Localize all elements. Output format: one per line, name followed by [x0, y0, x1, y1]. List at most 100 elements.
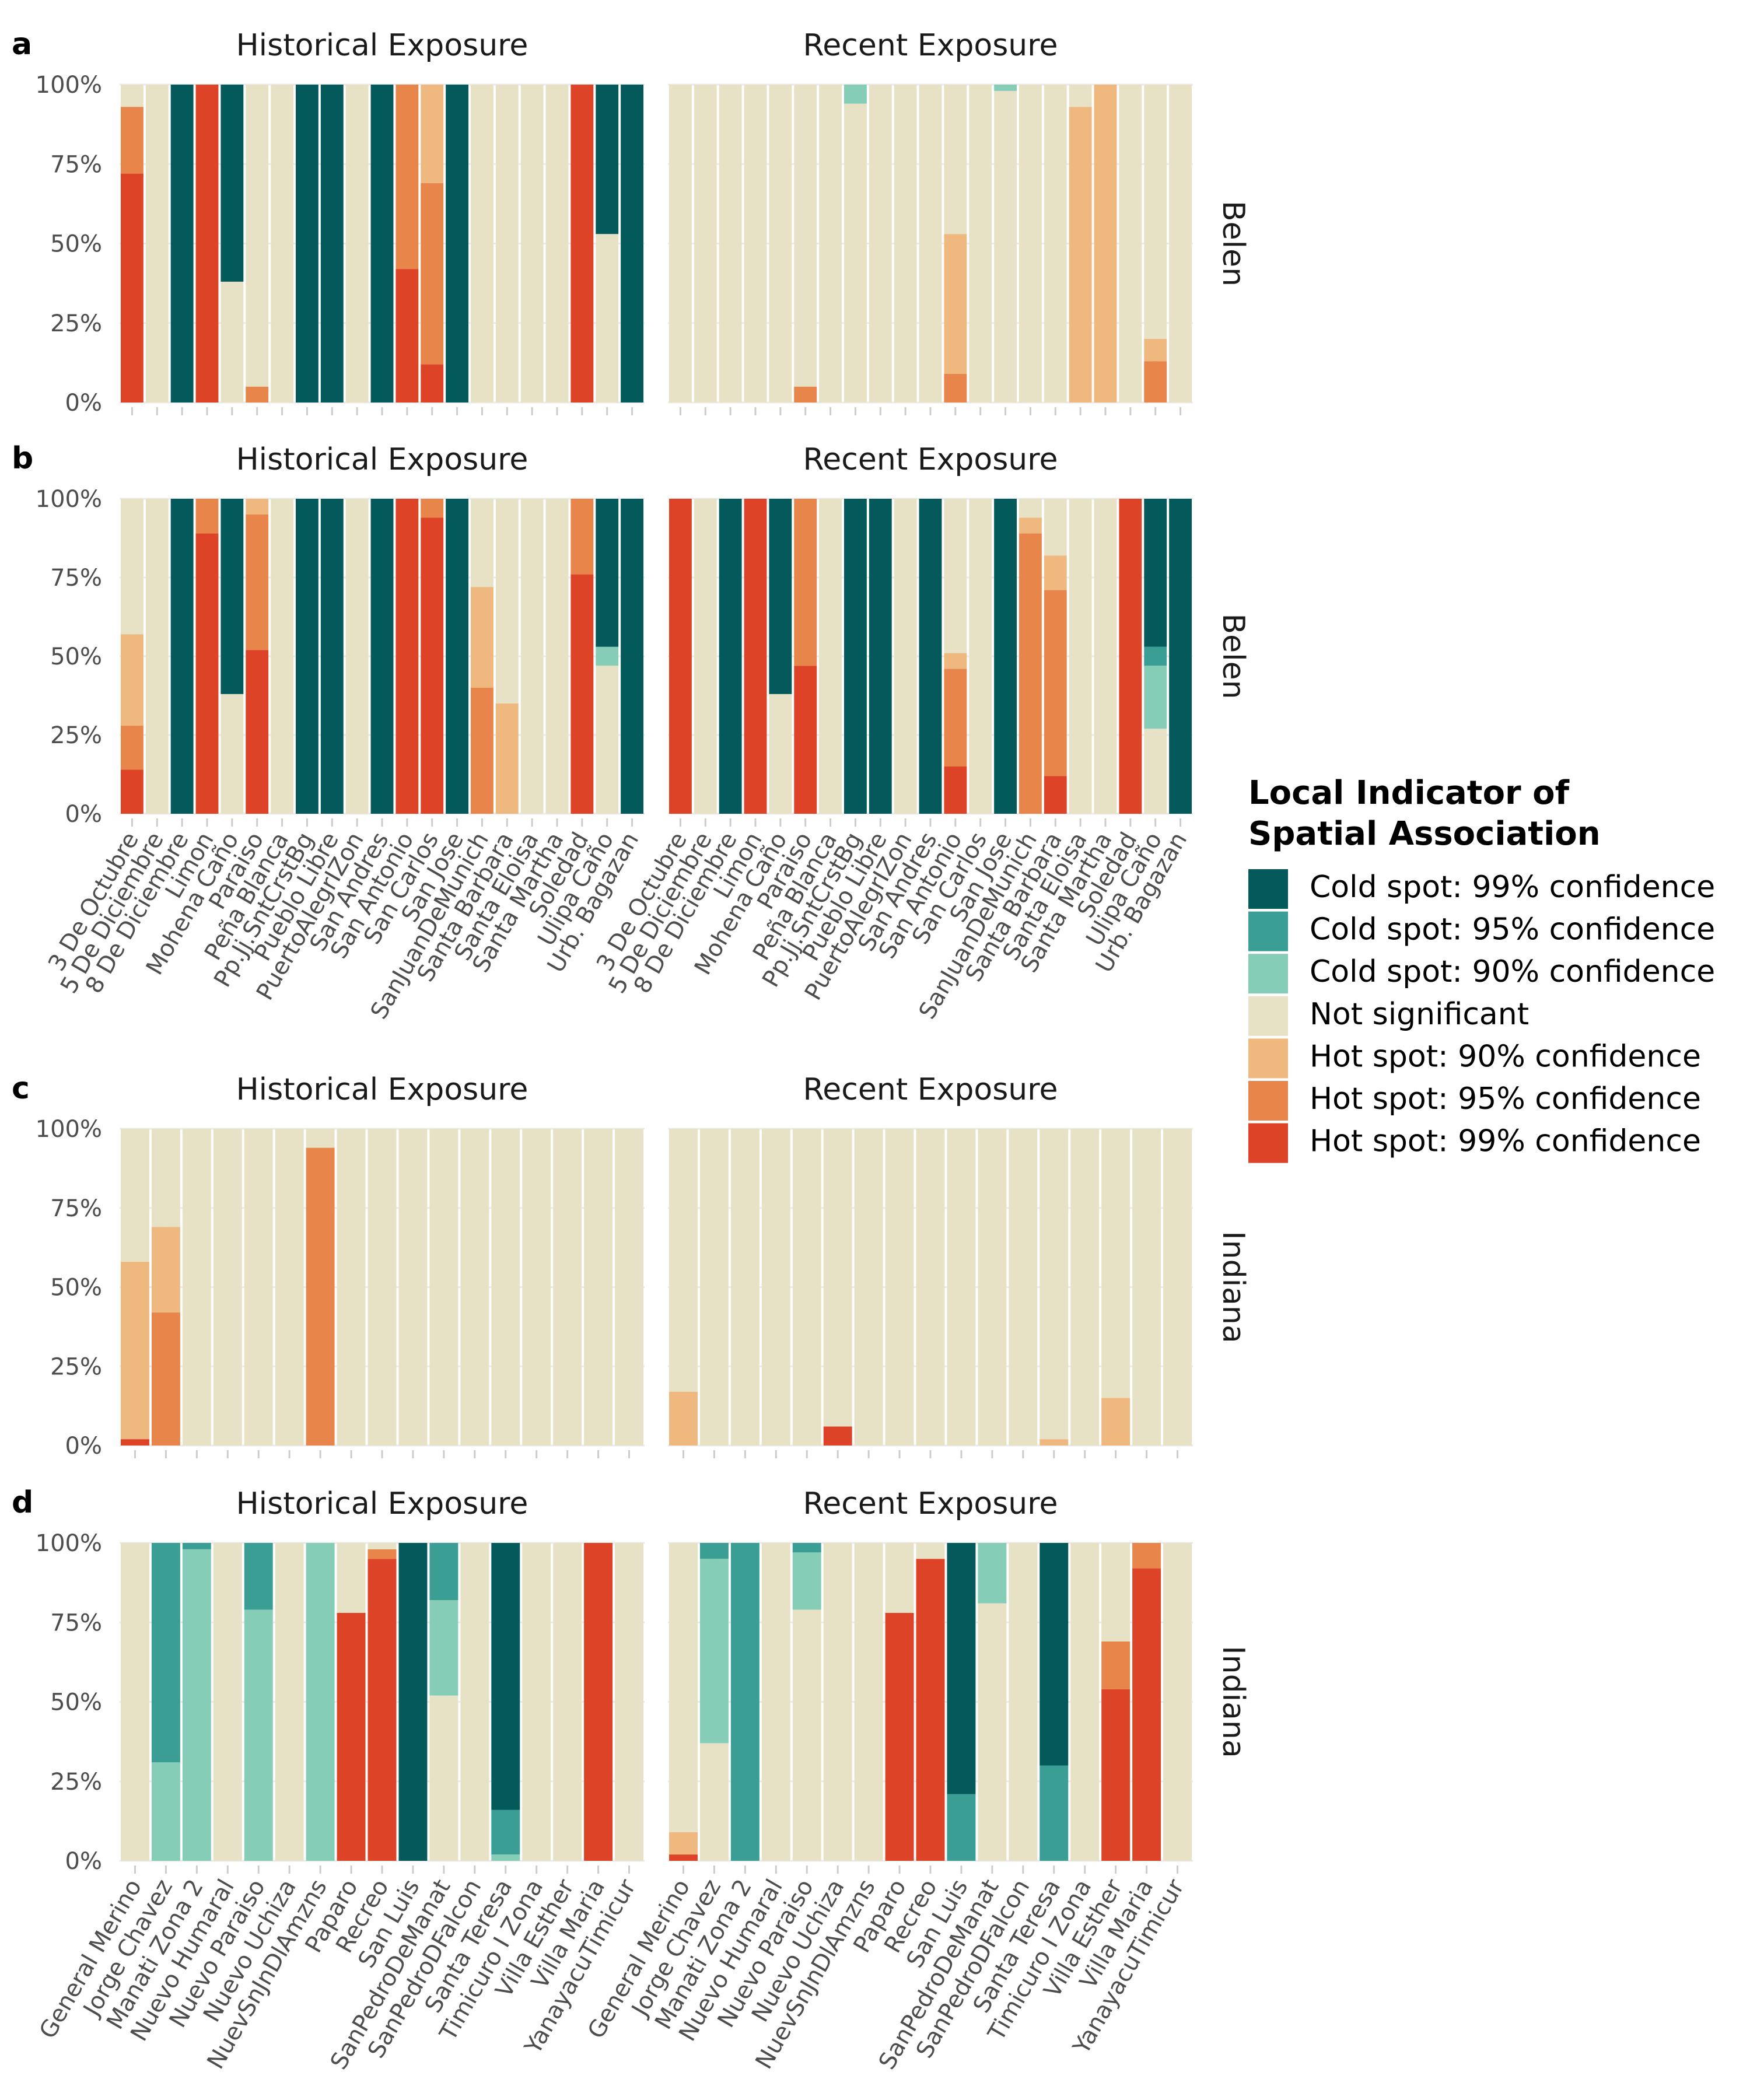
bar-SanPedroDeManat — [978, 1543, 1007, 1861]
bar-YanayacuTimicur — [1163, 1543, 1192, 1861]
legend-label: Cold spot: 90% confidence — [1310, 954, 1715, 989]
bar-segment — [1044, 499, 1067, 556]
bar-segment — [337, 1543, 366, 1613]
bar-Santa Barbara — [495, 499, 519, 814]
bar-segment — [744, 85, 767, 402]
bar-segment — [345, 499, 369, 814]
bar-segment — [1044, 776, 1067, 814]
bar-segment — [1019, 533, 1042, 814]
bar-segment — [460, 1543, 489, 1861]
bar-segment — [121, 1439, 149, 1446]
bar-segment — [699, 1129, 729, 1446]
bar-segment — [1132, 1129, 1161, 1446]
bar-San Jose — [994, 499, 1017, 814]
bar-segment — [170, 499, 194, 814]
bar-Urb. Bagazan — [621, 85, 643, 402]
bar-segment — [730, 1129, 760, 1446]
bar-segment — [121, 173, 144, 402]
bar-Urb. Bagazan — [1169, 499, 1192, 814]
bar-5 De Diciembre — [145, 499, 169, 814]
bar-segment — [368, 1543, 397, 1549]
strip-label: Indiana — [1216, 1646, 1251, 1758]
bar-segment — [151, 1762, 180, 1861]
bar-segment — [978, 1129, 1007, 1446]
bar-segment — [1069, 85, 1092, 107]
bar-segment — [121, 107, 144, 174]
bar-segment — [471, 688, 494, 814]
bar-segment — [761, 1129, 790, 1446]
bar-segment — [794, 386, 817, 402]
bar-segment — [744, 499, 767, 814]
bar-General Merino — [121, 1543, 149, 1861]
legend-entry: Cold spot: 99% confidence — [1248, 869, 1715, 909]
bar-segment — [429, 1600, 459, 1696]
bar-segment — [719, 85, 742, 402]
panel-title: Recent Exposure — [803, 1486, 1058, 1521]
bar-segment — [396, 269, 419, 402]
bar-segment — [271, 85, 293, 402]
bar-segment — [584, 1129, 613, 1446]
bar-segment — [1070, 1543, 1100, 1861]
bar-NuevSnJnDlAmzns — [854, 1129, 883, 1446]
bar-5 De Diciembre — [694, 85, 717, 402]
bar-segment — [213, 1129, 242, 1446]
bar-segment — [1044, 555, 1067, 590]
bar-segment — [495, 499, 519, 704]
bar-segment — [919, 499, 942, 814]
bar-Pp.Jj.SntCrstBg — [296, 85, 318, 402]
bar-segment — [429, 1543, 459, 1601]
legend-label: Hot spot: 95% confidence — [1310, 1082, 1701, 1116]
bar-Manati Zona 2 — [730, 1129, 760, 1446]
bar-segment — [854, 1543, 883, 1861]
legend-swatch — [1248, 954, 1288, 994]
bar-San Andres — [370, 85, 394, 402]
bar-segment — [421, 364, 444, 402]
bar-San Carlos — [421, 499, 444, 814]
bar-segment — [694, 85, 717, 402]
bar-segment — [730, 1543, 760, 1861]
bar-SanPedroDeManat — [978, 1129, 1007, 1446]
legend-entry: Not significant — [1248, 996, 1529, 1036]
bar-segment — [195, 533, 219, 814]
bar-segment — [1019, 85, 1042, 402]
bar-segment — [596, 646, 619, 666]
bar-Santa Teresa — [491, 1129, 520, 1446]
y-tick-label: 50% — [50, 643, 102, 670]
bar-segment — [969, 85, 992, 402]
bar-segment — [1094, 85, 1117, 402]
bar-segment — [621, 85, 643, 402]
bar-segment — [460, 1129, 489, 1446]
bar-Nuevo Humaral — [761, 1543, 790, 1861]
bar-segment — [370, 85, 394, 402]
bar-Pp.Jj.SntCrstBg — [296, 499, 318, 814]
bar-SanJuanDeMunich — [471, 85, 494, 402]
bar-Villa Maria — [584, 1543, 613, 1861]
y-tick-label: 100% — [36, 1116, 102, 1143]
y-tick-label: 100% — [36, 1530, 102, 1557]
bar-Manati Zona 2 — [730, 1543, 760, 1861]
bar-segment — [769, 85, 792, 402]
bar-Peña Blanca — [271, 499, 293, 814]
chart-row-a: a 0% 25% 50% 75% 100% Historical Exposure Recen… — [12, 27, 1251, 416]
bar-Nuevo Paraiso — [792, 1543, 821, 1861]
bar-Santa Martha — [545, 85, 569, 402]
bar-Ulipa Caño — [1144, 499, 1167, 814]
bar-segment — [246, 514, 269, 650]
bar-Santa Barbara — [1044, 499, 1067, 814]
row-tag: a — [12, 27, 32, 62]
bar-Soledad — [570, 499, 594, 814]
bar-segment — [699, 1743, 729, 1861]
y-tick-label: 25% — [50, 1353, 102, 1380]
y-tick-label: 75% — [50, 1195, 102, 1222]
bar-Villa Maria — [1132, 1543, 1161, 1861]
y-tick-label: 0% — [65, 1433, 102, 1460]
bar-segment — [491, 1810, 520, 1855]
bar-YanayacuTimicur — [615, 1129, 643, 1446]
bar-SanPedroDFalcon — [1009, 1543, 1038, 1861]
bar-segment — [1040, 1765, 1069, 1861]
bar-segment — [854, 1129, 883, 1446]
bar-Jorge Chavez — [699, 1129, 729, 1446]
legend-entry: Cold spot: 95% confidence — [1248, 911, 1715, 951]
bar-San Luis — [398, 1543, 428, 1861]
bar-Limon — [195, 85, 219, 402]
